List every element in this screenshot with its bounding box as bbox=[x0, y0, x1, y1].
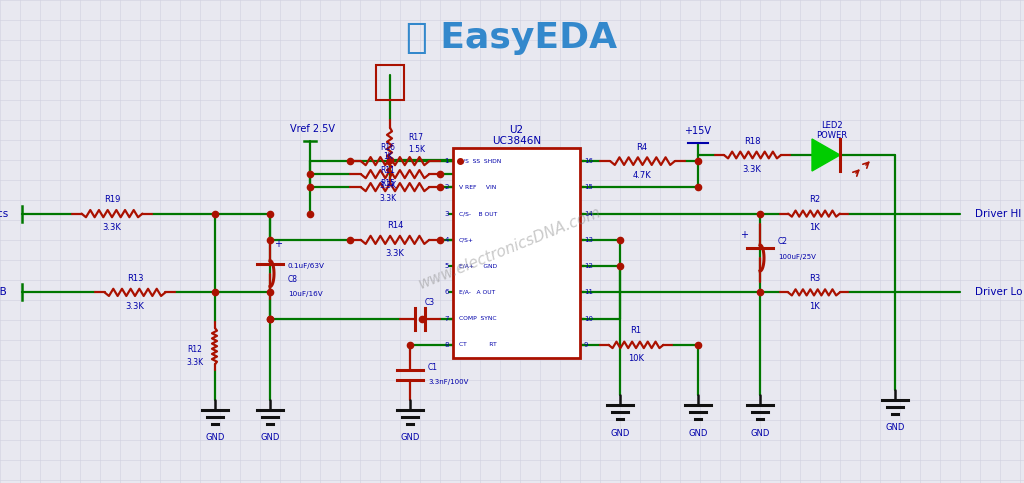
Text: Driver HI: Driver HI bbox=[975, 209, 1021, 219]
Text: R13: R13 bbox=[127, 274, 143, 283]
Text: V REF     VIN: V REF VIN bbox=[459, 185, 497, 190]
Text: 9: 9 bbox=[584, 342, 589, 348]
Text: +VFB: +VFB bbox=[0, 287, 8, 298]
Text: C/S-    B OUT: C/S- B OUT bbox=[459, 211, 498, 216]
Text: C3: C3 bbox=[425, 298, 435, 307]
Text: 3.3nF/100V: 3.3nF/100V bbox=[428, 379, 468, 385]
Text: C8: C8 bbox=[288, 275, 298, 284]
Text: 1: 1 bbox=[444, 158, 449, 164]
Text: GND: GND bbox=[688, 428, 708, 438]
Text: GND: GND bbox=[610, 428, 630, 438]
Text: C1: C1 bbox=[428, 363, 438, 372]
Text: +15V: +15V bbox=[684, 126, 712, 136]
Text: 3.3K: 3.3K bbox=[126, 302, 144, 311]
Text: 1.5K: 1.5K bbox=[408, 145, 425, 155]
Text: 1K: 1K bbox=[809, 223, 820, 232]
Text: ⛅ EasyEDA: ⛅ EasyEDA bbox=[407, 21, 617, 55]
Bar bbox=[453, 148, 580, 358]
Text: 10uF/16V: 10uF/16V bbox=[288, 291, 323, 297]
Text: +: + bbox=[740, 230, 748, 240]
Text: 8: 8 bbox=[444, 342, 449, 348]
Text: www.electronicsDNA.com: www.electronicsDNA.com bbox=[417, 204, 603, 292]
Text: GND: GND bbox=[260, 434, 280, 442]
Text: 3.3K: 3.3K bbox=[386, 249, 404, 258]
Text: 6: 6 bbox=[444, 289, 449, 296]
Text: LED2: LED2 bbox=[821, 120, 843, 129]
Text: 2: 2 bbox=[444, 185, 449, 190]
Text: GND: GND bbox=[400, 434, 420, 442]
Text: R12: R12 bbox=[187, 345, 203, 354]
Text: 3.3K: 3.3K bbox=[380, 181, 396, 190]
Text: U2: U2 bbox=[509, 125, 523, 135]
Text: POWER: POWER bbox=[816, 130, 848, 140]
Text: +: + bbox=[274, 239, 282, 249]
Text: GND: GND bbox=[206, 434, 224, 442]
Text: 3.3K: 3.3K bbox=[380, 194, 396, 203]
Text: R2: R2 bbox=[809, 195, 820, 204]
Text: 4.7K: 4.7K bbox=[633, 170, 651, 180]
Text: 10: 10 bbox=[584, 315, 593, 322]
Bar bbox=[376, 65, 404, 100]
Text: R4: R4 bbox=[637, 142, 647, 152]
Text: R17: R17 bbox=[408, 132, 423, 142]
Text: C/S+: C/S+ bbox=[459, 237, 474, 242]
Text: 3.3K: 3.3K bbox=[186, 358, 204, 367]
Text: C2: C2 bbox=[778, 237, 788, 245]
Text: R15: R15 bbox=[381, 179, 395, 187]
Text: R3: R3 bbox=[809, 274, 820, 283]
Text: 13: 13 bbox=[584, 237, 593, 243]
Text: 10K: 10K bbox=[628, 355, 644, 363]
Text: E/A+     GND: E/A+ GND bbox=[459, 264, 497, 269]
Text: 0.1uF/63V: 0.1uF/63V bbox=[288, 263, 325, 269]
Text: 3.3K: 3.3K bbox=[102, 223, 122, 232]
Text: E/A-   A OUT: E/A- A OUT bbox=[459, 290, 496, 295]
Text: 16: 16 bbox=[584, 158, 593, 164]
Text: 1K: 1K bbox=[809, 302, 820, 311]
Text: 3.3K: 3.3K bbox=[742, 165, 762, 173]
Text: Vref 2.5V: Vref 2.5V bbox=[290, 124, 335, 134]
Polygon shape bbox=[812, 139, 840, 171]
Text: C/S  SS  SHDN: C/S SS SHDN bbox=[459, 158, 502, 164]
Text: R16: R16 bbox=[381, 142, 395, 152]
Text: R11: R11 bbox=[381, 166, 395, 175]
Text: 3: 3 bbox=[444, 211, 449, 216]
Text: 14: 14 bbox=[584, 211, 593, 216]
Text: 15: 15 bbox=[584, 185, 593, 190]
Text: 7: 7 bbox=[444, 315, 449, 322]
Text: 4: 4 bbox=[444, 237, 449, 243]
Text: 1K: 1K bbox=[383, 152, 393, 161]
Text: R14: R14 bbox=[387, 221, 403, 230]
Text: UC3846N: UC3846N bbox=[492, 136, 541, 146]
Text: 100uF/25V: 100uF/25V bbox=[778, 254, 816, 260]
Text: R1: R1 bbox=[631, 327, 642, 335]
Text: GND: GND bbox=[751, 428, 770, 438]
Text: 5: 5 bbox=[444, 263, 449, 269]
Text: COMP  SYNC: COMP SYNC bbox=[459, 316, 497, 321]
Text: 11: 11 bbox=[584, 289, 593, 296]
Text: R19: R19 bbox=[103, 195, 120, 204]
Text: GND: GND bbox=[886, 424, 904, 432]
Text: R18: R18 bbox=[743, 137, 760, 145]
Text: 12: 12 bbox=[584, 263, 593, 269]
Text: Driver Lo: Driver Lo bbox=[975, 287, 1023, 298]
Text: CT            RT: CT RT bbox=[459, 342, 497, 347]
Text: Ics: Ics bbox=[0, 209, 8, 219]
